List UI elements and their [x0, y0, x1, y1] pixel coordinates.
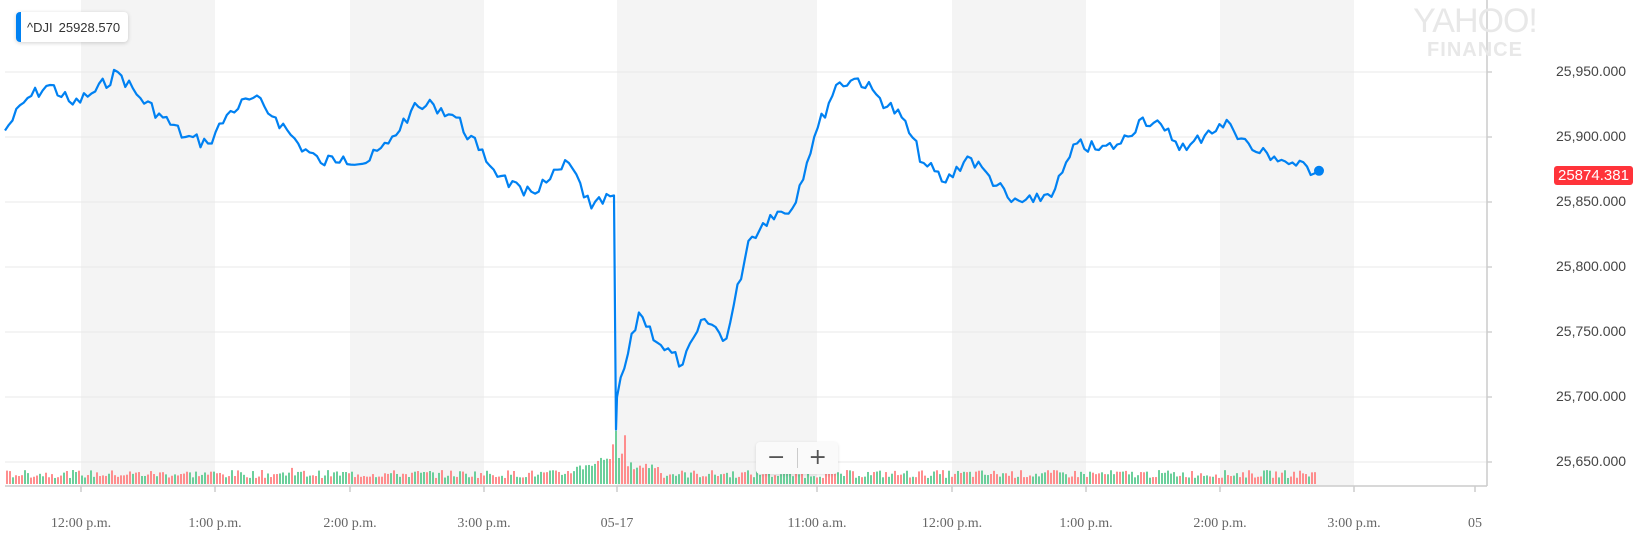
zoom-separator	[796, 448, 798, 468]
x-tick-label: 05	[1468, 516, 1482, 531]
y-tick-label: 25,650.000	[1556, 453, 1627, 469]
x-tick-label: 3:00 p.m.	[1327, 516, 1381, 531]
x-tick-label: 2:00 p.m.	[323, 516, 377, 531]
x-tick-label: 1:00 p.m.	[188, 516, 242, 531]
logo-line-1: YAHOO!	[1413, 2, 1538, 40]
x-tick-label: 05-17	[600, 516, 634, 531]
x-tick-label: 3:00 p.m.	[457, 516, 511, 531]
session-shading	[81, 0, 1354, 486]
zoom-controls: − +	[756, 442, 838, 474]
yahoo-finance-logo: YAHOO! FINANCE	[1410, 4, 1540, 60]
x-tick-label: 12:00 p.m.	[50, 516, 112, 531]
zoom-in-button[interactable]: +	[798, 442, 839, 474]
y-tick-label: 25,900.000	[1556, 128, 1627, 144]
legend-value: 25928.570	[58, 19, 121, 35]
x-tick-label: 2:00 p.m.	[1193, 516, 1247, 531]
x-tick-label: 11:00 a.m.	[787, 516, 847, 531]
x-tick-label: 12:00 p.m.	[921, 516, 983, 531]
logo-line-2: FINANCE	[1427, 39, 1523, 61]
price-line	[4, 68, 1319, 431]
y-tick-label: 25,950.000	[1556, 63, 1627, 79]
last-point-marker	[1314, 165, 1324, 176]
x-tick-label: 1:00 p.m.	[1059, 516, 1113, 531]
volume-bars	[6, 430, 1316, 484]
legend-tooltip: ^DJI 25928.570	[16, 12, 129, 42]
last-price-badge: 25874.381	[1554, 166, 1633, 185]
y-tick-label: 25,750.000	[1556, 323, 1627, 339]
series-color-swatch	[16, 12, 21, 42]
y-tick-label: 25,700.000	[1556, 388, 1627, 404]
y-tick-label: 25,850.000	[1556, 193, 1627, 209]
axes	[5, 0, 1488, 492]
zoom-out-button[interactable]: −	[756, 442, 797, 474]
y-tick-label: 25,800.000	[1556, 258, 1627, 274]
legend-symbol: ^DJI	[27, 19, 53, 35]
grid-lines	[5, 71, 1492, 463]
